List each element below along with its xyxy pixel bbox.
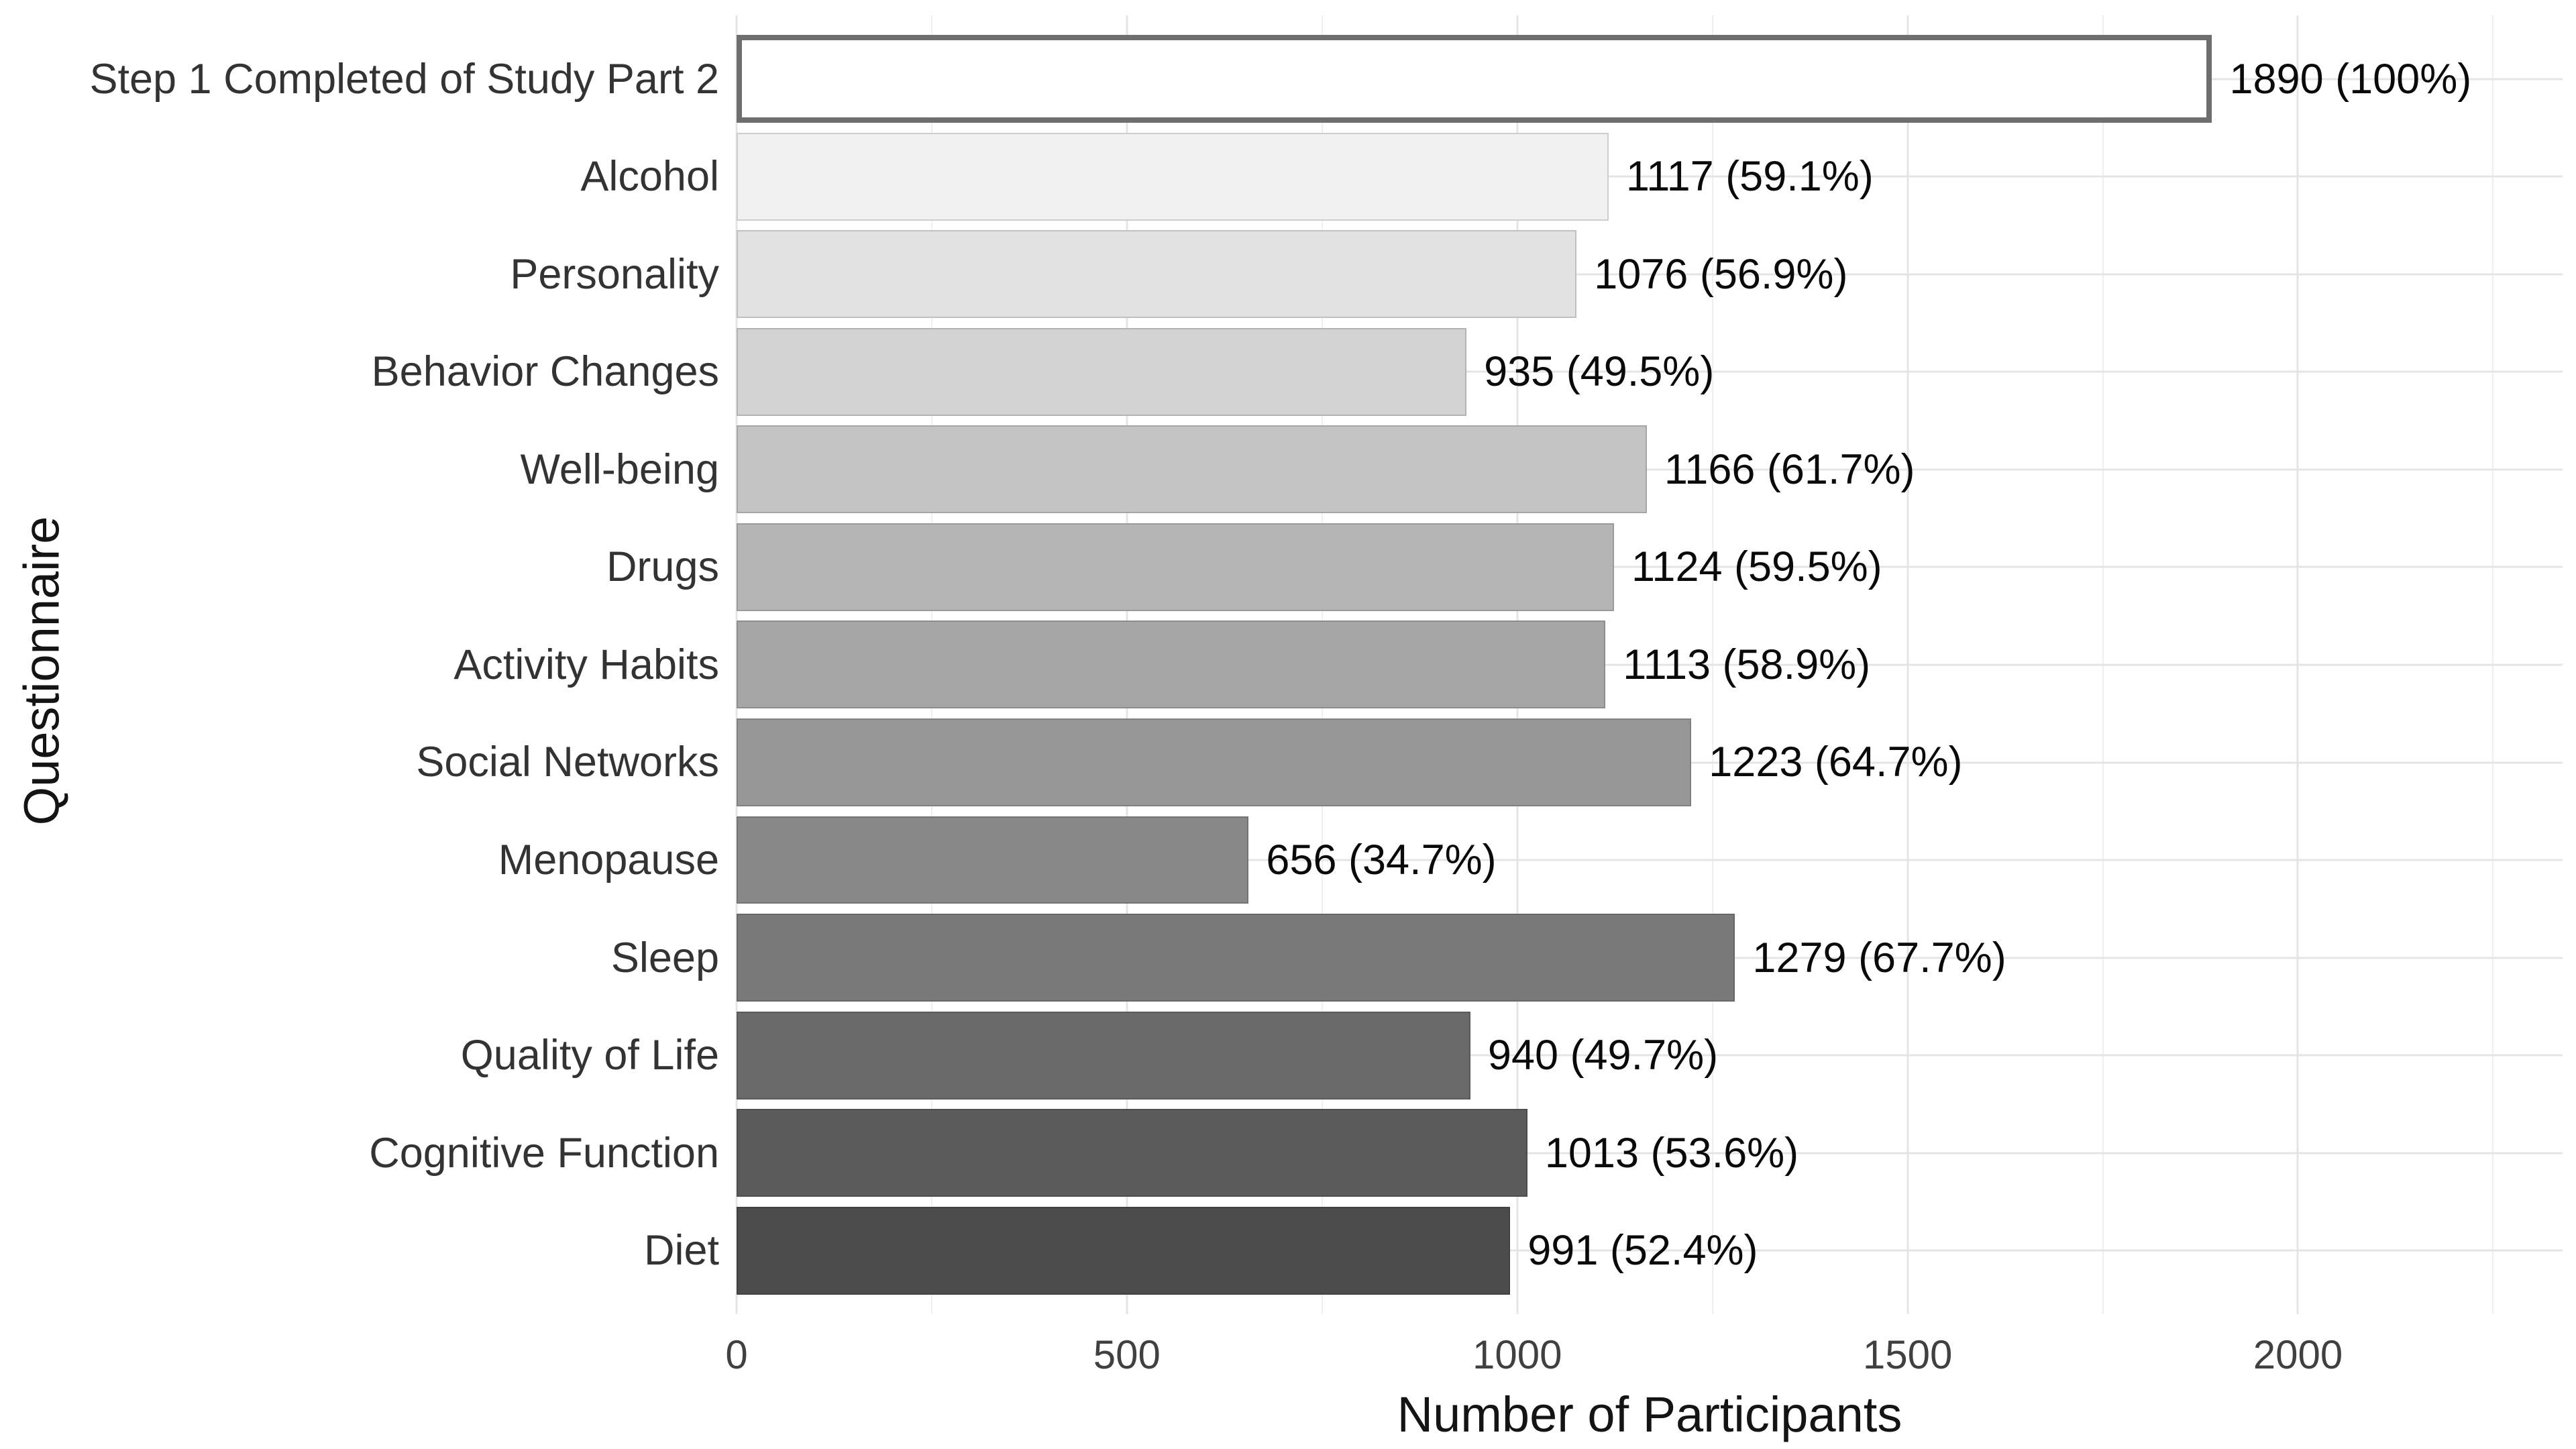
category-label: Alcohol — [580, 153, 719, 201]
x-axis-ticks: 0 500 1000 1500 2000 — [0, 1332, 2576, 1385]
bar-track: 1113 (58.9%) — [737, 616, 2563, 714]
category-label: Drugs — [606, 543, 719, 591]
gridline-horizontal-major — [737, 1249, 2563, 1252]
category-label: Menopause — [498, 837, 719, 884]
table-row: Cognitive Function 1013 (53.6%) — [0, 1104, 2563, 1202]
bar-track: 1124 (59.5%) — [737, 519, 2563, 616]
bar — [737, 230, 1577, 319]
bar-track: 940 (49.7%) — [737, 1006, 2563, 1104]
bar-track: 656 (34.7%) — [737, 811, 2563, 909]
category-label: Quality of Life — [460, 1032, 719, 1079]
bar — [737, 621, 1606, 709]
bar — [737, 914, 1735, 1002]
gridline-horizontal-major — [737, 175, 2563, 178]
table-row: Sleep 1279 (67.7%) — [0, 909, 2563, 1007]
table-row: Quality of Life 940 (49.7%) — [0, 1006, 2563, 1104]
bar-track: 1166 (61.7%) — [737, 421, 2563, 519]
table-row: Alcohol 1117 (59.1%) — [0, 128, 2563, 226]
bar-track: 1117 (59.1%) — [737, 128, 2563, 226]
bar-track: 1890 (100%) — [737, 30, 2563, 128]
bar — [737, 35, 2212, 123]
bar — [737, 1011, 1470, 1099]
bar-value-label: 940 (49.7%) — [1487, 1032, 1719, 1079]
gridline-horizontal-major — [737, 566, 2563, 568]
bar-track: 1076 (56.9%) — [737, 225, 2563, 323]
gridline-horizontal-major — [737, 468, 2563, 471]
bar — [737, 1206, 1511, 1295]
bar — [737, 132, 1609, 221]
bar-track: 1013 (53.6%) — [737, 1104, 2563, 1202]
category-label: Step 1 Completed of Study Part 2 — [89, 55, 719, 103]
bar-rows: Step 1 Completed of Study Part 2 1890 (10… — [0, 15, 2563, 1314]
bar-value-label: 991 (52.4%) — [1527, 1227, 1758, 1275]
bar-value-label: 1117 (59.1%) — [1625, 153, 1874, 201]
gridline-horizontal-major — [737, 1152, 2563, 1155]
x-tick-label: 0 — [725, 1332, 748, 1377]
x-tick-label: 1500 — [1862, 1332, 1953, 1377]
bar — [737, 425, 1647, 514]
x-axis-title: Number of Participants — [1397, 1387, 1902, 1442]
bar-track: 935 (49.5%) — [737, 323, 2563, 421]
bar-value-label: 1166 (61.7%) — [1664, 445, 1915, 493]
gridline-horizontal-major — [737, 859, 2563, 861]
category-label: Well-being — [520, 445, 719, 493]
category-label: Behavior Changes — [371, 348, 719, 396]
bar-value-label: 1279 (67.7%) — [1752, 934, 2006, 981]
table-row: Personality 1076 (56.9%) — [0, 225, 2563, 323]
table-row: Menopause 656 (34.7%) — [0, 811, 2563, 909]
gridline-horizontal-major — [737, 370, 2563, 373]
bar-track: 991 (52.4%) — [737, 1201, 2563, 1299]
table-row: Drugs 1124 (59.5%) — [0, 519, 2563, 616]
bar — [737, 523, 1615, 611]
table-row: Activity Habits 1113 (58.9%) — [0, 616, 2563, 714]
bar — [737, 1109, 1527, 1197]
x-tick-label: 500 — [1093, 1332, 1161, 1377]
bar-value-label: 656 (34.7%) — [1266, 837, 1497, 884]
table-row: Diet 991 (52.4%) — [0, 1201, 2563, 1299]
bar — [737, 718, 1692, 806]
category-label: Social Networks — [416, 739, 719, 786]
gridline-horizontal-major — [737, 1054, 2563, 1057]
category-label: Cognitive Function — [369, 1129, 719, 1177]
bar-value-label: 1124 (59.5%) — [1631, 543, 1882, 591]
category-label: Personality — [510, 250, 719, 298]
table-row: Step 1 Completed of Study Part 2 1890 (10… — [0, 30, 2563, 128]
table-row: Social Networks 1223 (64.7%) — [0, 714, 2563, 812]
bar-value-label: 935 (49.5%) — [1484, 348, 1715, 396]
bar-value-label: 1890 (100%) — [2229, 55, 2472, 103]
bar — [737, 816, 1249, 904]
x-tick-label: 2000 — [2253, 1332, 2343, 1377]
category-label: Activity Habits — [453, 641, 719, 688]
bar-track: 1279 (67.7%) — [737, 909, 2563, 1007]
category-label: Diet — [643, 1227, 719, 1275]
bar-value-label: 1113 (58.9%) — [1623, 641, 1871, 688]
gridline-horizontal-major — [737, 663, 2563, 666]
table-row: Well-being 1166 (61.7%) — [0, 421, 2563, 519]
x-tick-label: 1000 — [1472, 1332, 1562, 1377]
bar-value-label: 1223 (64.7%) — [1709, 739, 1963, 786]
gridline-horizontal-major — [737, 273, 2563, 276]
bar — [737, 327, 1467, 416]
bar-value-label: 1013 (53.6%) — [1544, 1129, 1799, 1177]
bar-track: 1223 (64.7%) — [737, 714, 2563, 812]
table-row: Behavior Changes 935 (49.5%) — [0, 323, 2563, 421]
category-label: Sleep — [610, 934, 719, 981]
bar-value-label: 1076 (56.9%) — [1594, 250, 1848, 298]
